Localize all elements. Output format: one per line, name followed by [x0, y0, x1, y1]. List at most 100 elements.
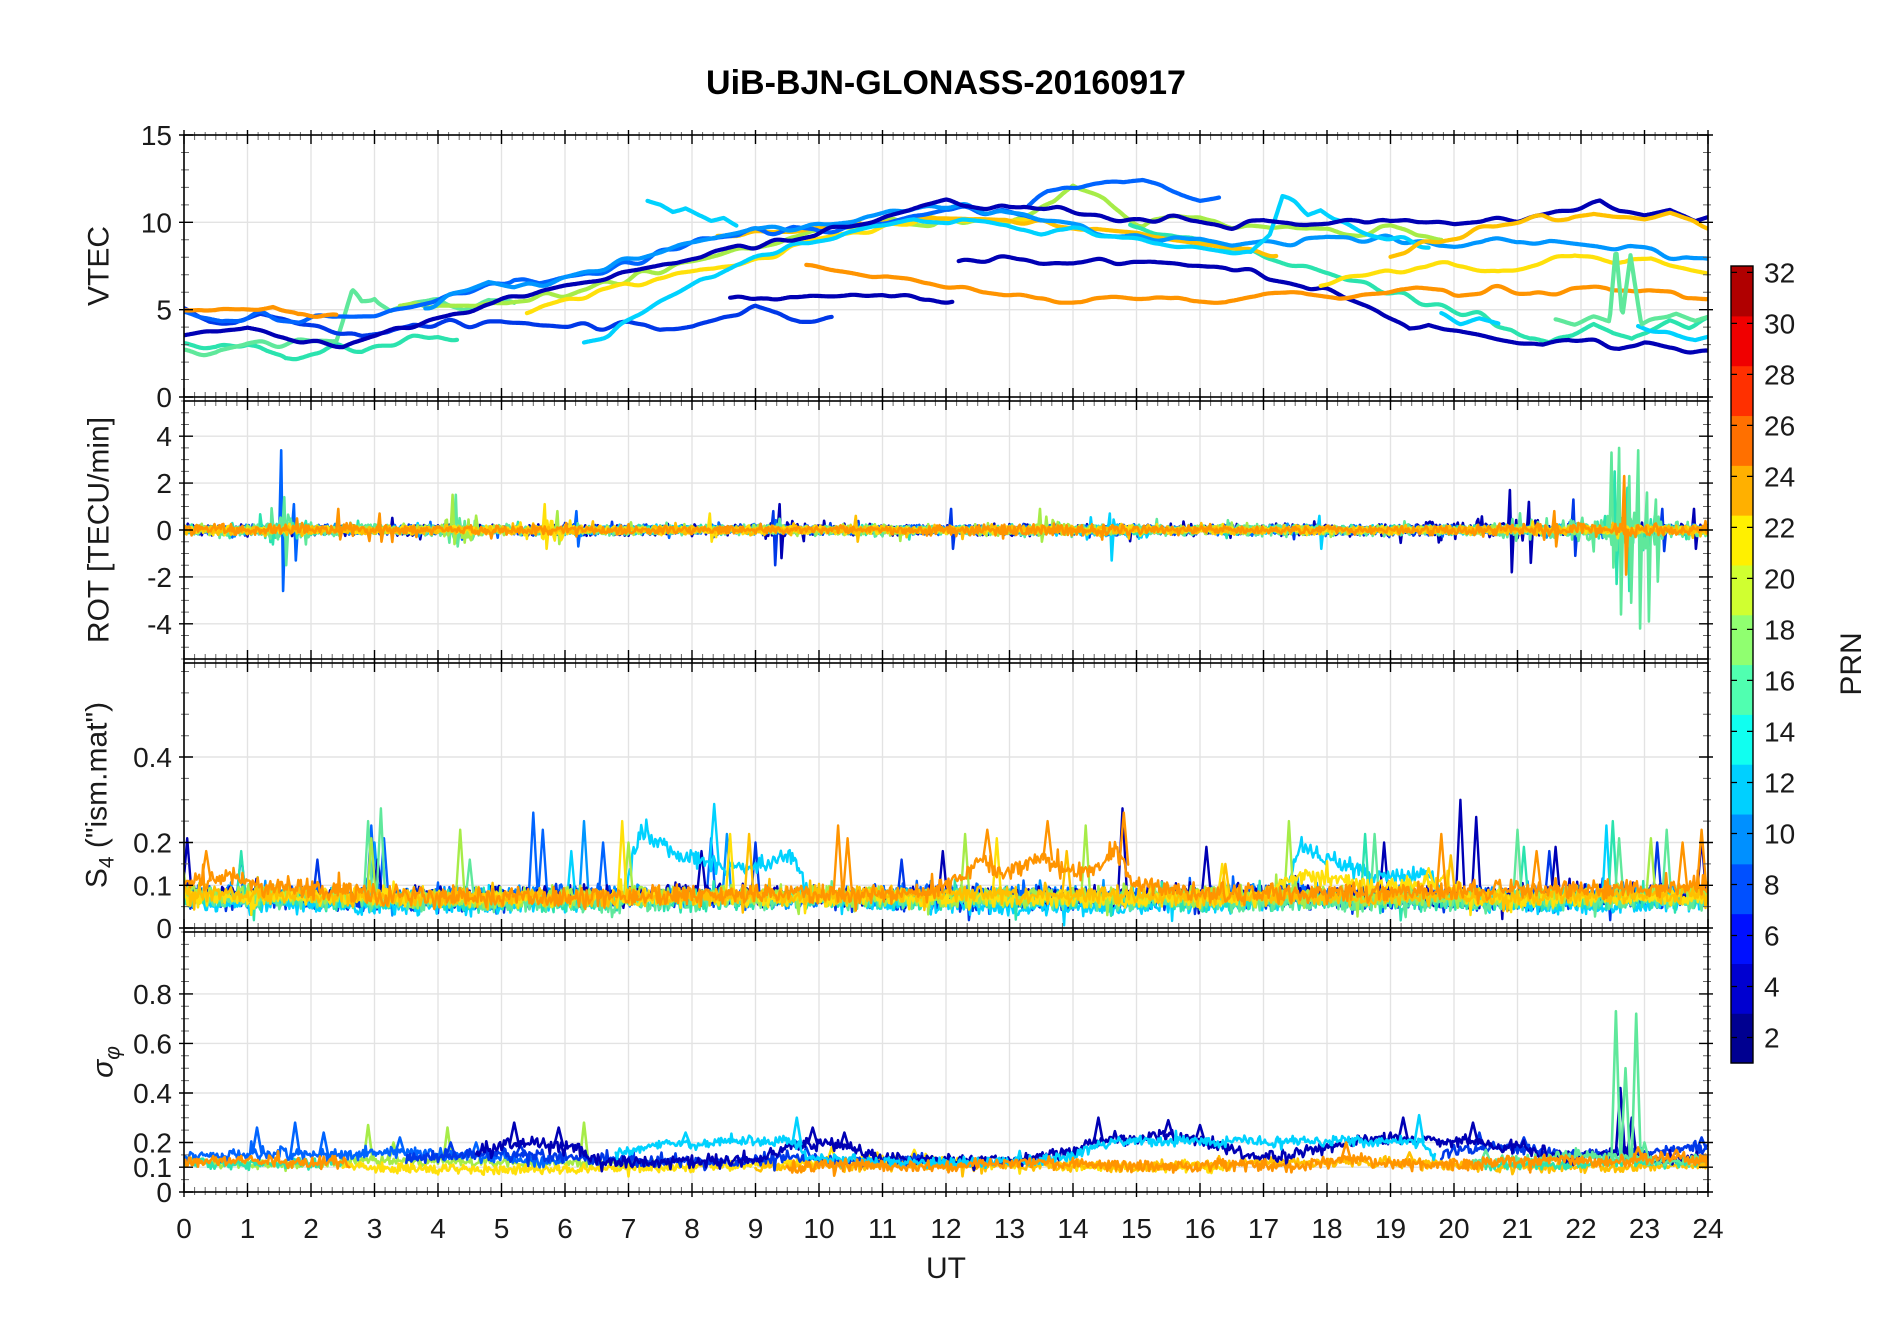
- y-tick-label: 2: [156, 468, 172, 499]
- series-vtec-prn12a: [581, 194, 1431, 345]
- minor-ticks: [181, 132, 1711, 400]
- y-tick-label: 0.4: [133, 742, 172, 773]
- y-tick-label: 10: [141, 207, 172, 238]
- colorbar-band: [1731, 714, 1753, 765]
- x-tick-label: 5: [494, 1213, 510, 1244]
- x-tick-label: 15: [1121, 1213, 1152, 1244]
- y-axis-label-sigma-phi: σφ: [86, 1046, 125, 1078]
- x-tick-label: 0: [176, 1213, 192, 1244]
- colorbar-tick-label: 26: [1764, 410, 1795, 441]
- panel-s4: 0 0.1 0.2 0.4: [133, 658, 1713, 944]
- series-vtec-prn8b: [1026, 177, 1222, 208]
- colorbar-tick-label: 18: [1764, 614, 1795, 645]
- x-tick-label: 11: [868, 1213, 897, 1244]
- x-tick-label: 19: [1375, 1213, 1406, 1244]
- y-tick-label: 0.2: [133, 828, 172, 859]
- y-tick-label: 0.1: [133, 1152, 172, 1183]
- y-axis-label-s4: S4 ("ism.mat"): [80, 701, 119, 889]
- series-s4-prn22: [184, 832, 1708, 914]
- y-tick-label: 0: [156, 382, 172, 413]
- x-tick-label: 2: [303, 1213, 319, 1244]
- x-tick-label: 23: [1629, 1213, 1660, 1244]
- series-rot-prn24: [184, 474, 1708, 576]
- y-tick-label: 0.1: [133, 870, 172, 901]
- series-vtec-prn4a: [728, 292, 955, 305]
- series-vtec-prn20a: [524, 214, 1031, 316]
- series-vtec-prn24a: [184, 304, 339, 319]
- x-tick-label: 21: [1502, 1213, 1533, 1244]
- x-tick-label: 13: [994, 1213, 1025, 1244]
- colorbar-band: [1731, 813, 1753, 865]
- series-vtec-prn4b: [956, 254, 1708, 355]
- colorbar-band: [1731, 614, 1753, 666]
- y-tick-label: 0: [156, 913, 172, 944]
- colorbar-tick-label: 2: [1764, 1022, 1780, 1053]
- series-vtec-prn20b: [1318, 253, 1708, 288]
- series-vtec-prn10a: [423, 202, 1708, 311]
- series-sigma-phi-prn24b: [786, 1141, 1708, 1177]
- x-tick-label: 6: [557, 1213, 573, 1244]
- colorbar-band: [1731, 415, 1753, 466]
- series-s4-prn20: [184, 819, 1708, 917]
- series-vtec-prn12d: [645, 198, 739, 228]
- panel-sigma-phi: 00.10.2 0.4 0.6 0.8: [133, 927, 1713, 1208]
- panel-rot: -4 -2 0 2 4: [147, 396, 1713, 664]
- colorbar-band: [1731, 913, 1753, 964]
- colorbar-tick-label: 4: [1764, 971, 1780, 1002]
- series-vtec-prn12b: [1439, 311, 1501, 327]
- y-axis-label-vtec: VTEC: [82, 225, 116, 307]
- x-tick-label: 10: [803, 1213, 834, 1244]
- panel-frame: [183, 931, 1709, 1193]
- y-tick-label: 0: [156, 515, 172, 546]
- series-sigma-phi-prn8: [184, 1121, 567, 1169]
- colorbar-tick-label: 6: [1764, 920, 1780, 951]
- colorbar-band: [1731, 365, 1753, 417]
- series-vtec-prn16b: [1553, 251, 1708, 327]
- x-tick-label: 22: [1565, 1213, 1596, 1244]
- colorbar-tick-label: 12: [1764, 767, 1795, 798]
- colorbar-band: [1731, 1013, 1753, 1064]
- y-tick-label: 0.4: [133, 1078, 172, 1109]
- y-tick-label: 15: [141, 120, 172, 151]
- x-tick-label: 14: [1057, 1213, 1088, 1244]
- colorbar-band: [1731, 863, 1753, 915]
- series-vtec-prn14a: [184, 333, 460, 362]
- y-tick-label: 4: [156, 421, 172, 452]
- colorbar-tick-label: 32: [1764, 257, 1795, 288]
- x-tick-label: 24: [1692, 1213, 1723, 1244]
- series-sigma-phi-prn6a: [405, 1141, 948, 1172]
- series-vtec-prn16a: [184, 288, 517, 358]
- colorbar-tick-label: 24: [1764, 461, 1795, 492]
- minor-ticks: [181, 398, 1711, 662]
- x-tick-label: 20: [1438, 1213, 1469, 1244]
- colorbar-tick-label: 8: [1764, 869, 1780, 900]
- minor-ticks: [181, 929, 1711, 1195]
- x-tick-label: 17: [1248, 1213, 1279, 1244]
- y-tick-label: -4: [147, 609, 172, 640]
- x-tick-label: 12: [930, 1213, 961, 1244]
- x-tick-label: 8: [684, 1213, 700, 1244]
- colorbar-tick-label: 14: [1764, 716, 1795, 747]
- series-vtec-prn18a: [397, 183, 1444, 310]
- colorbar-band: [1731, 963, 1753, 1014]
- panel-vtec: 0 5 10 15: [141, 120, 1713, 413]
- colorbar-tick-label: 16: [1764, 665, 1795, 696]
- colorbar-band: [1731, 465, 1753, 516]
- colorbar-band: [1731, 664, 1753, 715]
- series-vtec-prn2a: [184, 197, 1708, 350]
- colorbar-band: [1731, 515, 1753, 566]
- y-tick-label: 0: [156, 1177, 172, 1208]
- gridlines: [184, 135, 1708, 397]
- y-tick-label: 0.8: [133, 979, 172, 1010]
- x-tick-label: 3: [367, 1213, 383, 1244]
- x-axis-ticks: 0 1 2 3 4 5 6 7 8 9 10 11 12 13 14 15 16 17 18 19 20 21 22 23 24: [176, 1213, 1723, 1244]
- series-vtec-prn24b: [804, 262, 1708, 305]
- x-tick-label: 16: [1184, 1213, 1215, 1244]
- gridlines: [184, 932, 1708, 1192]
- series-sigma-phi-prn2: [474, 1086, 1708, 1173]
- y-tick-label: 5: [156, 295, 172, 326]
- colorbar-frame: [1730, 265, 1754, 1064]
- x-axis-label: UT: [926, 1252, 966, 1285]
